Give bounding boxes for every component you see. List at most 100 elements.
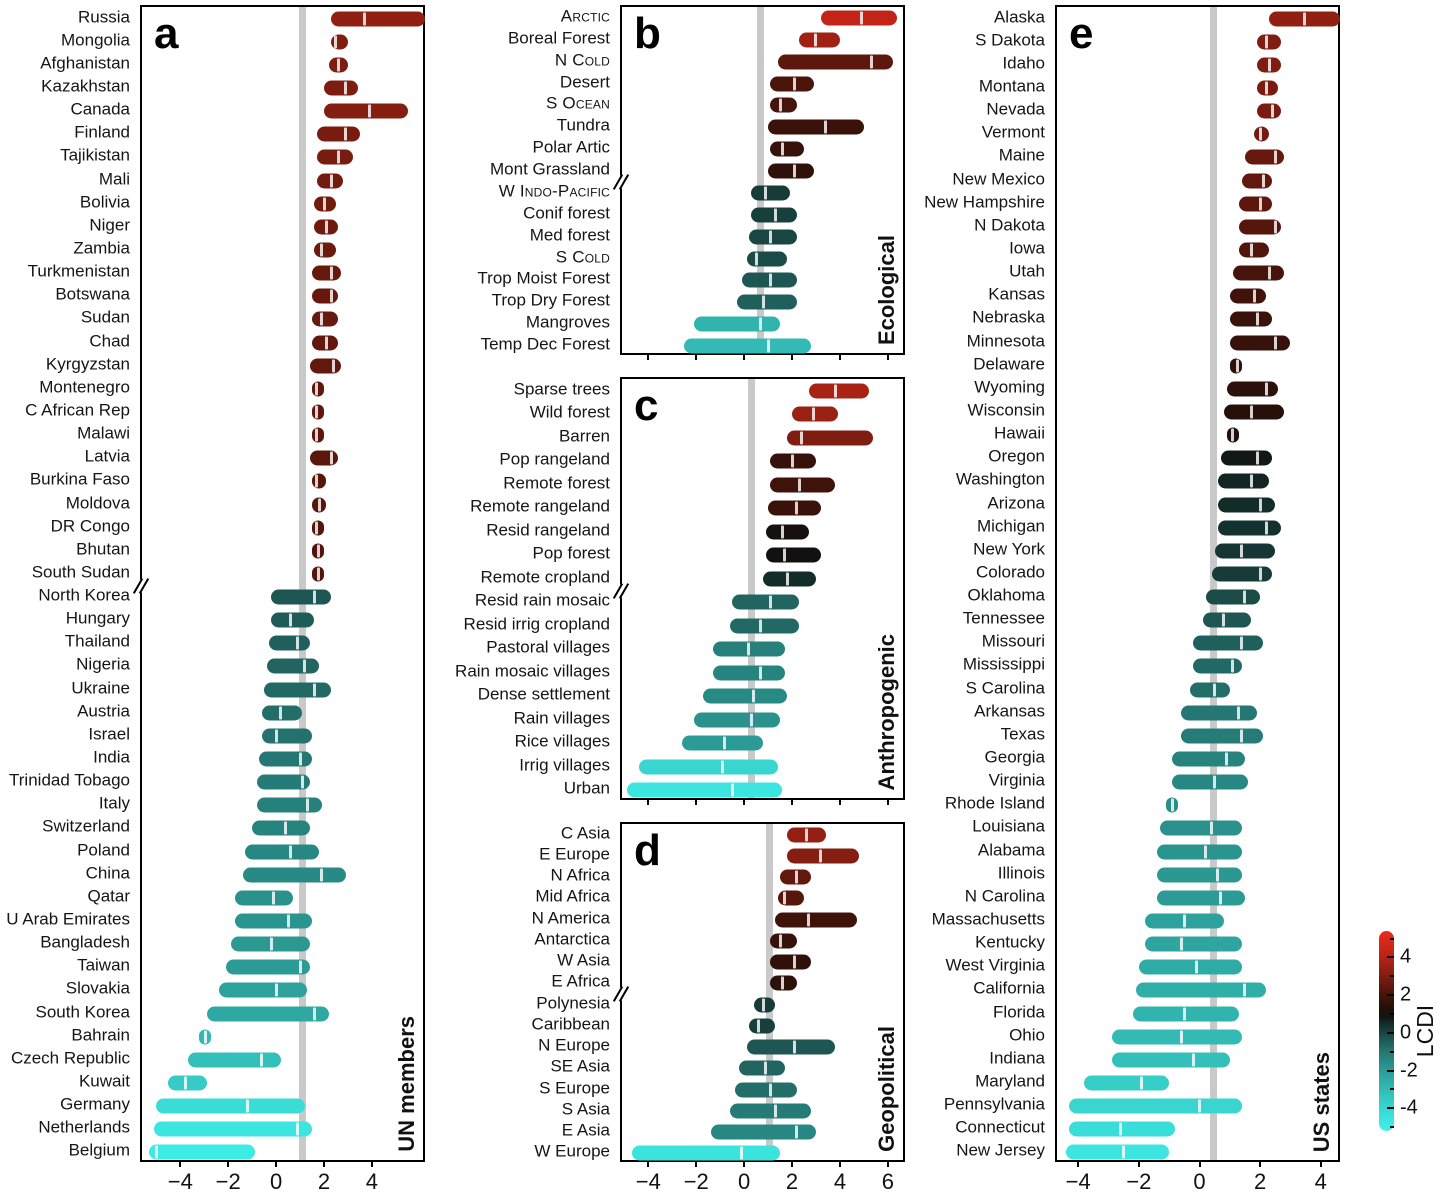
range-bar [261,728,313,744]
range-bar [312,381,325,397]
median-tick [284,821,288,835]
row-label: Washington [955,469,1045,489]
x-axis-tick-label: 4 [365,1169,379,1193]
row-label: Italy [98,793,130,813]
range-bar [312,265,341,281]
panel-letter: d [634,826,661,875]
x-axis-tick [647,798,650,805]
median-tick [859,11,863,25]
range-bar [753,997,776,1013]
range-bar [187,1052,281,1068]
x-axis-tick [323,1160,326,1167]
x-axis-tick [647,353,650,360]
x-axis-tick [838,353,841,360]
row-label: Dense settlement [477,684,610,704]
median-tick [320,312,324,326]
median-tick [1213,683,1217,697]
x-axis-tick [791,353,794,360]
x-axis-tick-label: 0 [738,1169,751,1193]
x-axis-tick [886,798,889,805]
panel-letter: a [154,9,179,58]
row-label: Utah [1009,261,1045,281]
x-axis-tick [695,353,698,360]
x-axis-tick-label: −2 [1126,1169,1152,1193]
median-tick [279,706,283,720]
median-tick [1194,960,1198,974]
range-bar [312,427,325,443]
row-label: South Sudan [31,562,130,582]
row-label: E Europe [539,844,610,864]
range-bar [684,338,812,354]
median-tick [329,266,333,280]
median-tick [785,572,789,586]
panel-group-label: Anthropogenic [874,633,899,790]
range-bar [309,450,339,466]
range-bar [768,500,821,516]
row-label: S Carolina [965,678,1045,698]
row-label: Sparse trees [513,379,610,399]
median-tick [1240,729,1244,743]
median-tick [752,689,756,703]
row-label: Wisconsin [967,400,1045,420]
median-tick [1213,775,1217,789]
median-tick [1273,336,1277,350]
range-bar [780,869,812,885]
range-bar [312,335,339,351]
range-bar [1254,126,1270,142]
median-tick [274,983,278,997]
range-bar [770,933,797,949]
median-tick [747,642,751,656]
row-label: W Asia [557,950,610,970]
row-label: Finland [74,122,130,142]
median-tick [749,713,753,727]
median-tick [1273,220,1277,234]
row-label: Sudan [80,307,130,327]
range-bar [1157,844,1242,860]
median-tick [1216,868,1220,882]
row-label: N Carolina [964,886,1045,906]
row-label: U Arab Emirates [6,909,130,929]
range-bar [156,1098,305,1114]
median-tick [154,1145,158,1159]
range-bar [787,827,826,843]
row-label: Arizona [987,493,1045,512]
range-bar [1257,80,1279,96]
row-label: Minnesota [966,331,1045,351]
range-bar [1226,381,1279,397]
range-bar [256,774,310,790]
x-axis-tick-label: 0 [269,1169,283,1193]
axis-break-icon [612,174,631,190]
axis-break-icon [612,986,631,1002]
row-label: Georgia [984,747,1045,767]
row-label: Pastoral villages [486,637,610,657]
median-tick [363,12,367,26]
row-label: Arkansas [974,701,1045,721]
range-bar [235,890,293,906]
x-axis-tick [1259,1160,1262,1167]
median-tick [759,666,763,680]
row-label: Boreal Forest [507,28,610,48]
range-bar [729,618,800,634]
row-label: Montana [978,76,1045,96]
row-label: E Asia [561,1120,610,1140]
median-tick [1122,1145,1126,1159]
row-label: Switzerland [42,816,130,836]
row-label: Urban [563,778,610,798]
range-bar [1226,427,1239,443]
x-axis-tick [1319,1160,1322,1167]
row-label: Iowa [1009,238,1045,258]
range-bar [768,119,864,135]
median-tick [324,220,328,234]
range-bar [1190,682,1230,698]
row-label: Kentucky [975,932,1045,952]
median-tick [183,1076,187,1090]
row-label: Rain mosaic villages [455,661,610,681]
range-bar [264,682,332,698]
range-bar [1241,173,1273,189]
colorbar-tick [1387,1107,1394,1110]
row-label: Trop Moist Forest [477,268,610,288]
x-axis-tick-label: 2 [317,1169,331,1193]
median-tick [320,868,324,882]
median-tick [296,636,300,650]
range-bar [312,566,325,582]
